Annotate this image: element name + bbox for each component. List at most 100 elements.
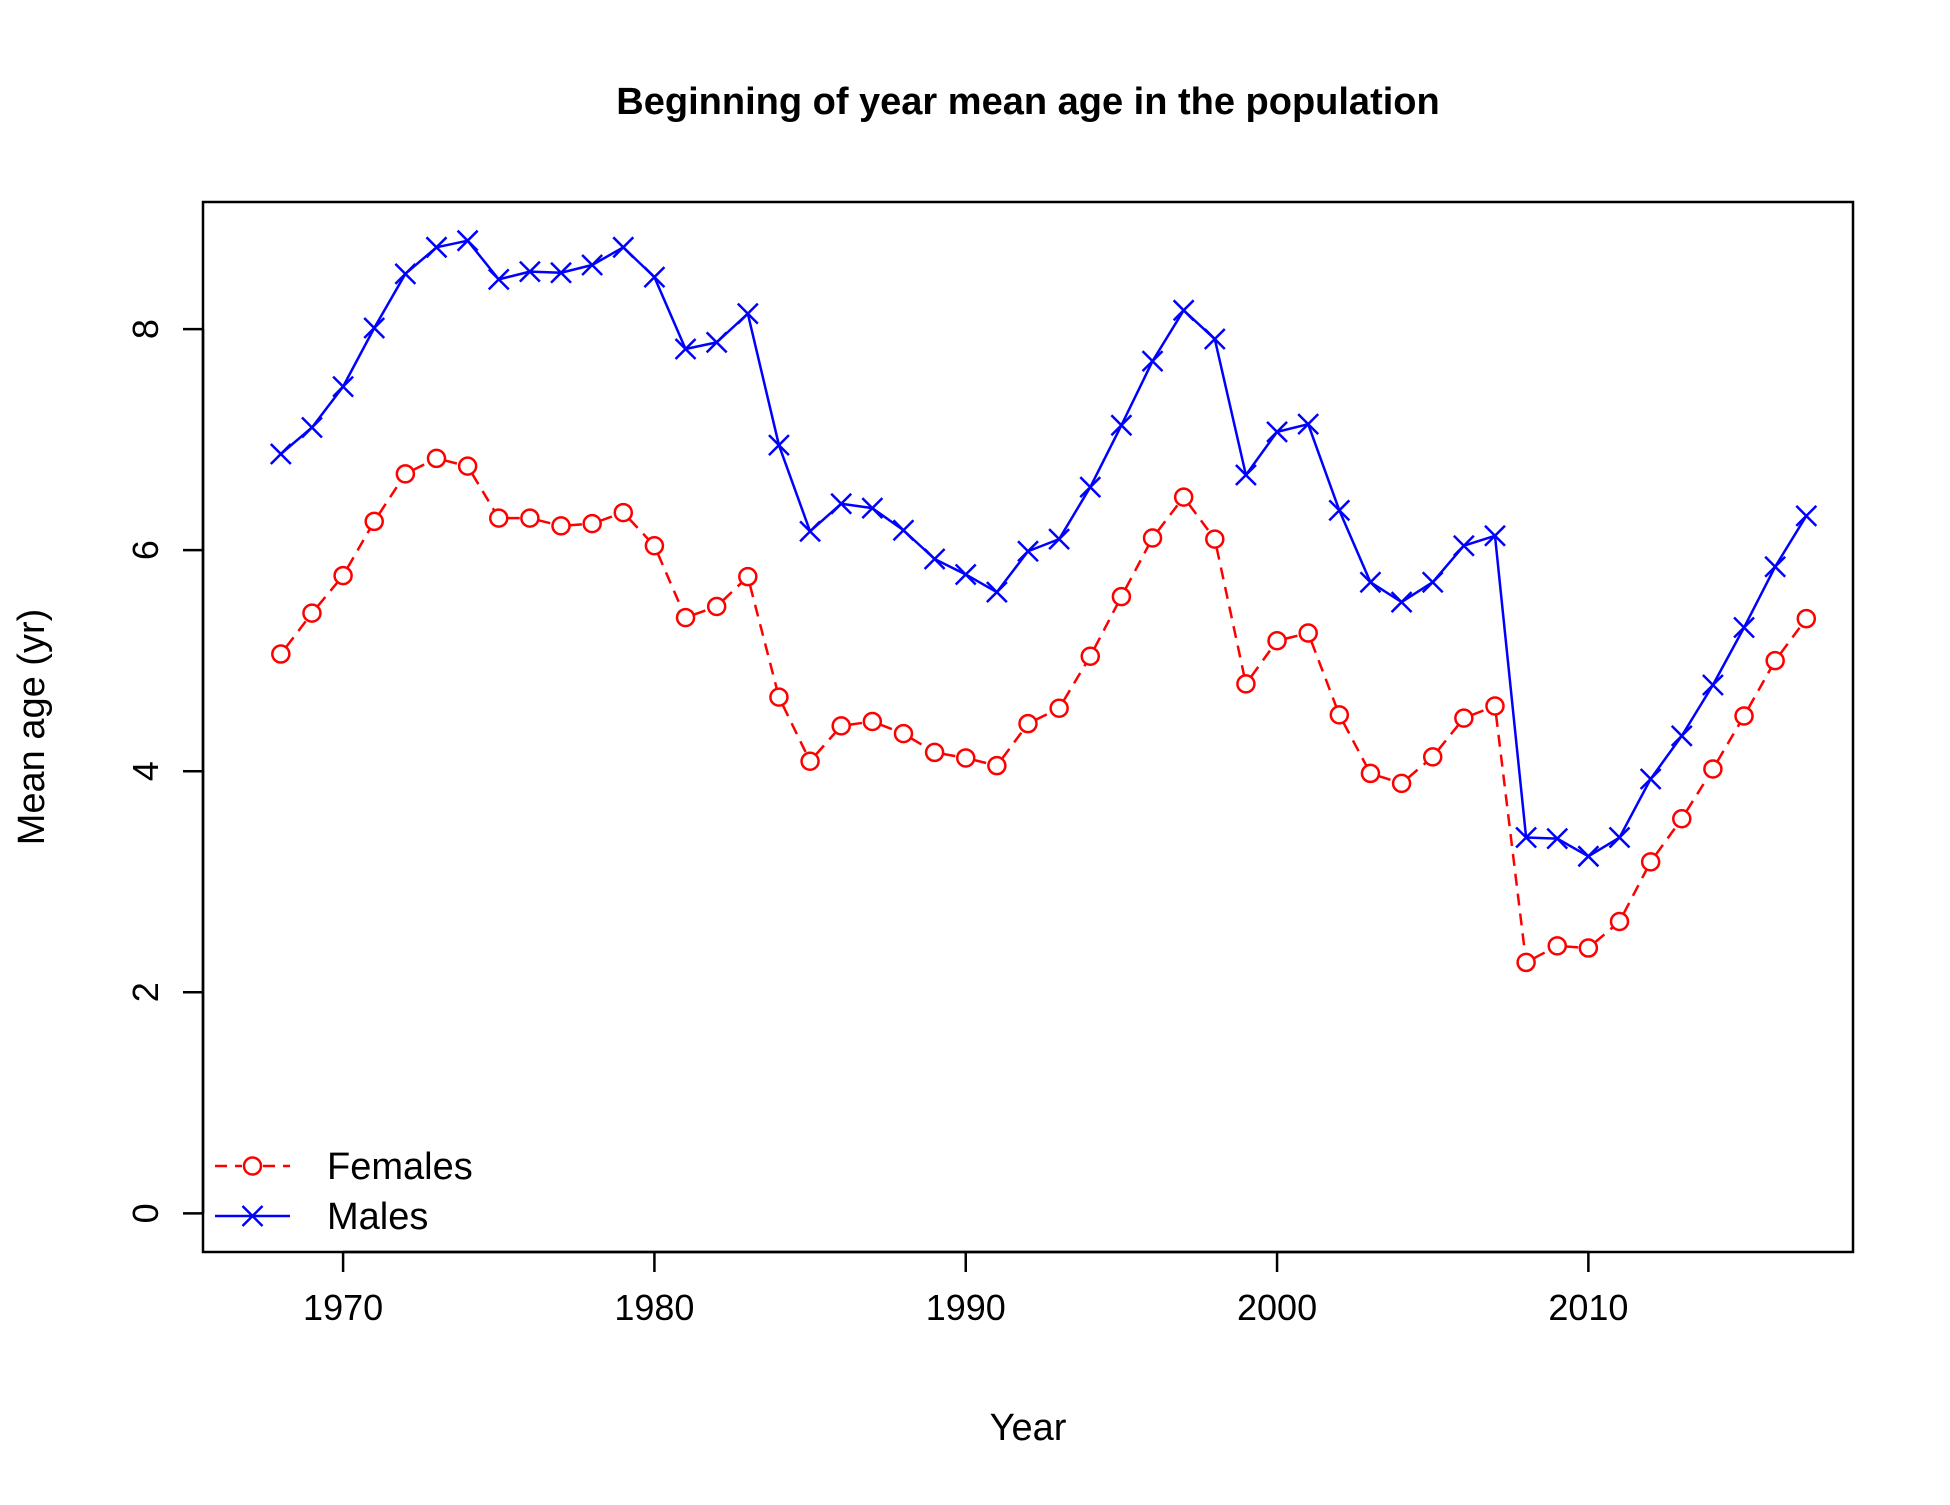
data-point-males [269,443,292,465]
data-point-females [1267,631,1287,651]
data-point-females [1142,528,1163,548]
x-axis: 1970 1980 1990 2000 2010 [303,1250,1628,1328]
data-point-males [1421,571,1444,594]
data-point-males [985,581,1008,604]
data-point-females [987,755,1007,776]
legend-marker-females [242,1156,263,1176]
y-tick-label: 0 [125,1203,166,1223]
data-point-males [1733,616,1755,639]
legend-label-females: Females [327,1146,473,1188]
x-axis-label: Year [990,1407,1067,1449]
data-point-females [1236,674,1256,694]
data-point-males [1390,591,1413,613]
data-point-females [1080,646,1101,667]
data-point-females [1205,529,1225,549]
data-point-males [1297,413,1320,436]
y-axis: 0 2 4 6 8 [125,319,205,1223]
plot-frame [201,200,1855,1254]
data-point-males [1266,421,1288,443]
data-point-females [1298,623,1318,643]
data-point-females [862,711,883,732]
x-tick-label: 2000 [1237,1287,1317,1328]
legend-item-males: Males [215,1196,428,1238]
y-tick-label: 4 [125,761,166,781]
series-females [271,448,1817,973]
data-point-females [738,566,758,587]
series-males [269,229,1818,868]
data-point-males [456,229,479,252]
data-point-females [1422,747,1443,767]
data-point-males [1484,524,1506,547]
data-point-females [364,511,384,532]
data-point-males [830,492,853,515]
data-point-males [1764,555,1787,578]
data-point-males [550,261,572,284]
data-point-males [1235,464,1257,486]
y-tick-label: 2 [125,982,166,1002]
data-point-females [1516,952,1536,973]
data-point-females [1609,911,1630,932]
data-point-males [332,375,354,398]
data-point-males [861,497,884,520]
legend-item-females: Females [215,1146,473,1188]
y-tick-label: 8 [125,319,166,339]
data-point-females [271,644,291,664]
data-point-males [923,548,946,570]
data-point-females [706,596,727,617]
data-point-females [831,716,851,736]
data-point-females [333,565,353,586]
data-point-females [1049,698,1069,718]
data-point-females [1360,763,1381,784]
data-point-females [1640,852,1661,872]
data-point-males [1110,414,1133,437]
x-tick-label: 1990 [926,1287,1006,1328]
x-tick-label: 2010 [1548,1287,1628,1328]
data-point-females [551,516,571,536]
data-point-females [1765,650,1785,671]
legend-marker-males [241,1205,264,1227]
data-point-males [1359,571,1382,594]
data-point-males [954,563,977,586]
data-point-females [1796,608,1817,629]
data-point-males [519,260,541,283]
data-point-females [1485,696,1505,716]
data-point-males [581,254,604,276]
data-point-males [612,236,635,259]
data-point-females [1703,759,1723,779]
data-point-males [1795,505,1818,527]
data-point-males [1079,476,1102,499]
data-point-females [675,607,696,628]
data-point-males [301,416,323,439]
data-point-males [1203,328,1226,350]
data-point-males [1608,826,1631,849]
x-tick-label: 1970 [303,1287,383,1328]
data-point-males [1172,299,1195,322]
data-point-males [1452,534,1475,557]
data-point-females [1329,705,1350,725]
y-tick-label: 6 [125,540,166,560]
series-line-males [280,239,1808,858]
data-point-females [520,508,540,528]
data-point-females [1018,713,1038,734]
data-point-females [1672,808,1692,829]
data-point-males [1328,499,1351,522]
legend-label-males: Males [327,1196,428,1238]
data-point-females [582,513,602,534]
data-point-females [893,723,914,744]
y-axis-label: Mean age (yr) [11,609,53,846]
data-point-males [394,262,417,285]
x-tick-label: 1980 [614,1287,694,1328]
data-point-females [426,448,447,469]
data-point-females [1547,936,1567,956]
data-point-males [643,266,666,289]
data-point-males [487,268,510,291]
data-point-males [1515,826,1537,849]
series-line-females [285,459,1802,960]
data-point-females [1111,586,1132,607]
data-point-males [1048,528,1071,550]
data-point-females [457,456,478,476]
data-point-males [1702,674,1724,696]
data-point-females [1734,706,1754,726]
